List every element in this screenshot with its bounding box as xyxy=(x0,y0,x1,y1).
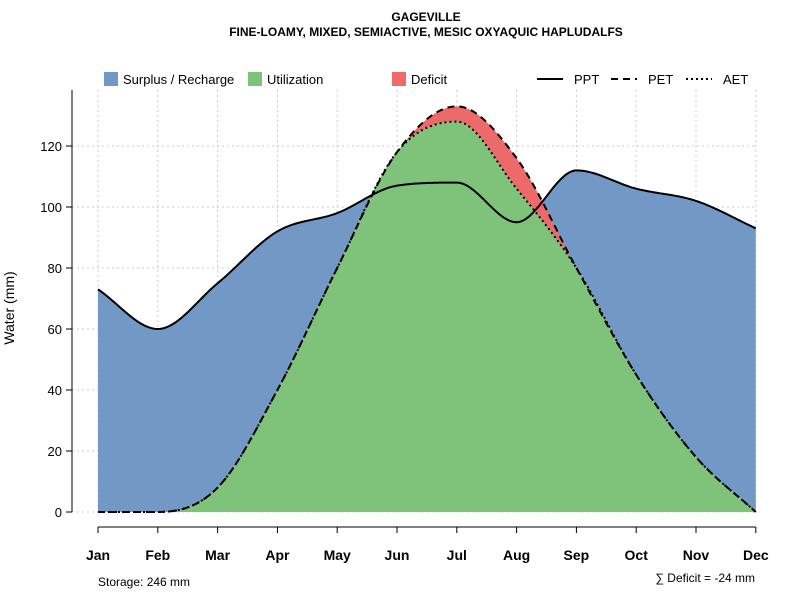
x-tick-label-mar: Mar xyxy=(205,547,230,563)
chart-title: GAGEVILLE xyxy=(391,10,460,24)
legend-label-utilization: Utilization xyxy=(267,72,323,87)
area-layer xyxy=(98,106,756,512)
legend-swatch-deficit xyxy=(392,72,406,86)
y-tick-label-20: 20 xyxy=(48,444,62,459)
line-layer xyxy=(97,105,757,513)
legend-label-ppt: PPT xyxy=(574,72,599,87)
chart-subtitle: FINE-LOAMY, MIXED, SEMIACTIVE, MESIC OXY… xyxy=(229,25,623,39)
storage-note: Storage: 246 mm xyxy=(98,575,190,589)
axes: 0 20 40 60 80 100 120 Jan Feb Mar Apr May Jun Jul Aug S… xyxy=(40,90,769,563)
deficit-note: ∑ Deficit = -24 mm xyxy=(655,571,755,585)
x-tick-label-aug: Aug xyxy=(503,547,530,563)
y-tick-label-60: 60 xyxy=(48,322,62,337)
legend-label-deficit: Deficit xyxy=(411,72,448,87)
x-tick-label-jun: Jun xyxy=(385,547,410,563)
legend-swatch-utilization xyxy=(248,72,262,86)
utilization-area xyxy=(98,121,756,512)
x-tick-label-jul: Jul xyxy=(447,547,467,563)
y-tick-label-100: 100 xyxy=(40,200,62,215)
x-tick-label-dec: Dec xyxy=(743,547,769,563)
legend-swatch-surplus xyxy=(104,72,118,86)
y-tick-label-80: 80 xyxy=(48,261,62,276)
aet-line xyxy=(98,120,757,513)
y-tick-label-0: 0 xyxy=(55,505,62,520)
x-tick-label-may: May xyxy=(324,547,351,563)
legend-label-pet: PET xyxy=(648,72,673,87)
x-tick-label-sep: Sep xyxy=(564,547,590,563)
legend-label-aet: AET xyxy=(723,72,748,87)
legend-label-surplus: Surplus / Recharge xyxy=(123,72,234,87)
x-tick-label-oct: Oct xyxy=(625,547,649,563)
y-tick-label-40: 40 xyxy=(48,383,62,398)
x-tick-label-feb: Feb xyxy=(145,547,170,563)
x-tick-label-jan: Jan xyxy=(86,547,110,563)
x-tick-label-apr: Apr xyxy=(265,547,290,563)
y-tick-label-120: 120 xyxy=(40,139,62,154)
y-axis-title: Water (mm) xyxy=(1,271,17,344)
ppt-line xyxy=(97,169,757,331)
pet-line xyxy=(98,105,757,513)
x-tick-label-nov: Nov xyxy=(683,547,710,563)
